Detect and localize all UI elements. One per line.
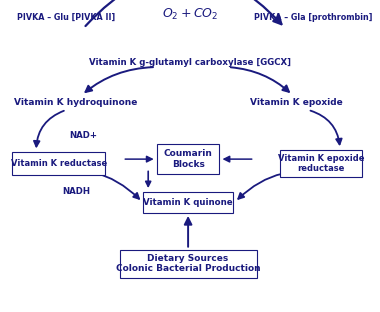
Text: Vitamin K hydroquinone: Vitamin K hydroquinone: [14, 99, 138, 107]
FancyArrowPatch shape: [146, 171, 151, 186]
FancyArrowPatch shape: [125, 156, 152, 162]
FancyBboxPatch shape: [157, 144, 220, 174]
Text: PIVKA – Gla [prothrombin]: PIVKA – Gla [prothrombin]: [254, 13, 373, 22]
Text: Coumarin
Blocks: Coumarin Blocks: [164, 149, 212, 169]
FancyArrowPatch shape: [40, 169, 139, 199]
Text: Vitamin K epoxide
reductase: Vitamin K epoxide reductase: [278, 154, 364, 173]
FancyArrowPatch shape: [231, 67, 289, 92]
FancyArrowPatch shape: [86, 0, 282, 26]
FancyArrowPatch shape: [34, 111, 64, 147]
Text: Vitamin K quinone: Vitamin K quinone: [143, 198, 233, 207]
Text: $O_2 + CO_2$: $O_2 + CO_2$: [162, 7, 218, 22]
Text: Vitamin K epoxide: Vitamin K epoxide: [250, 99, 343, 107]
FancyArrowPatch shape: [224, 156, 252, 162]
FancyBboxPatch shape: [280, 150, 362, 177]
Text: Vitamin K reductase: Vitamin K reductase: [11, 159, 107, 168]
Text: Dietary Sources
Colonic Bacterial Production: Dietary Sources Colonic Bacterial Produc…: [116, 254, 260, 273]
Text: NADH: NADH: [62, 188, 90, 196]
Text: NAD+: NAD+: [70, 131, 98, 140]
FancyBboxPatch shape: [12, 152, 105, 175]
Text: PIVKA – Glu [PIVKA II]: PIVKA – Glu [PIVKA II]: [17, 13, 116, 22]
FancyArrowPatch shape: [238, 171, 335, 199]
FancyArrowPatch shape: [310, 111, 342, 144]
FancyArrowPatch shape: [185, 218, 192, 247]
Text: Vitamin K g-glutamyl carboxylase [GGCX]: Vitamin K g-glutamyl carboxylase [GGCX]: [89, 58, 291, 67]
FancyBboxPatch shape: [143, 192, 233, 213]
FancyArrowPatch shape: [86, 67, 153, 92]
FancyBboxPatch shape: [120, 250, 256, 278]
